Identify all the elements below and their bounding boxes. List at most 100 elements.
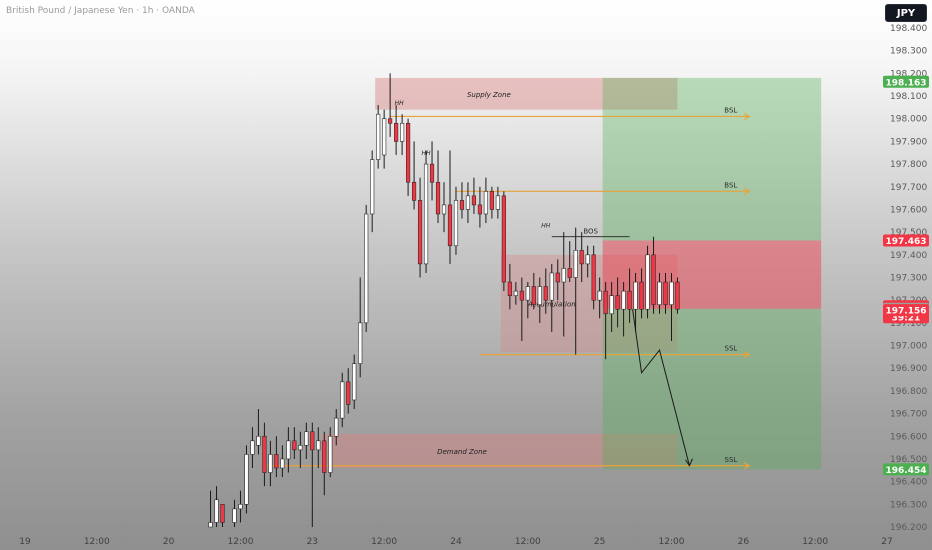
candle-body [334,417,339,437]
candle-body [507,281,512,296]
candle-body [429,163,435,183]
candle-body [675,281,680,310]
candle-body [441,204,447,215]
price-tick-label: 196.800 [890,387,927,397]
candle-body [328,435,333,473]
zone-label: Supply Zone [467,91,511,99]
arrow-icon [744,187,751,195]
candle-body [388,118,393,124]
candles-layer [208,73,680,528]
candle-body [459,200,465,210]
time-axis[interactable]: 19 12:00 20 12:00 23 12:00 24 12:00 25 12:00 26 12:… [19,537,892,547]
candle-body [495,195,500,210]
symbol-title: British Pound / Japanese Yen · 1h · OAND… [6,6,195,16]
price-tick-label: 196.500 [890,455,927,465]
candle-body [555,272,560,283]
candle-body [364,213,369,324]
position-layer [602,77,822,470]
candle-body [561,268,566,283]
price-tick-label: 197.800 [890,160,927,170]
candle-body [609,295,614,315]
candle-body [471,195,477,206]
candle-body [543,286,548,301]
arrow-icon [744,112,751,120]
candle-body [615,295,620,310]
price-tick-label: 198.400 [890,24,927,34]
candle-body [621,290,626,310]
price-tick-label: 197.100 [890,319,927,329]
candle-body [531,286,536,306]
candle-body [645,254,650,310]
annotations-layer: HH HH HH [395,100,693,467]
target-zone [602,77,822,241]
candle-body [358,322,363,364]
candle-body [280,458,285,469]
candle-body [274,454,279,469]
stop-zone [602,240,822,309]
candle-body [370,159,375,215]
arrow-icon [744,351,751,359]
candle-body [286,440,291,460]
currency-button[interactable]: JPY [885,4,927,22]
candle-body [657,281,662,306]
time-tick-label: 12:00 [84,537,110,547]
candle-body [537,286,542,306]
candle-body [669,281,674,306]
candle-body [304,431,309,446]
time-tick-label: 23 [307,537,318,547]
price-tick-label: 196.200 [890,523,927,533]
price-tick-label: 196.600 [890,432,927,442]
price-badges-layer: 198.163197.463197.17339:21197.162197.156… [883,75,929,476]
liquidity-label: BSL [724,106,737,114]
price-axis[interactable]: 198.400 198.300 198.200 198.100 198.000 197.9… [890,24,927,533]
candle-body [268,454,273,473]
price-badge [883,75,929,88]
candle-body [639,281,644,310]
candle-body [250,440,255,455]
candle-body [346,381,351,405]
time-tick-label: 12:00 [802,537,828,547]
price-tick-label: 197.300 [890,274,927,284]
time-tick-label: 12:00 [659,537,685,547]
candle-body [376,113,381,160]
candle-body [465,195,471,210]
price-tick-label: 198.100 [890,92,927,102]
time-tick-label: 12:00 [371,537,397,547]
time-tick-label: 12:00 [515,537,541,547]
candle-body [310,431,315,451]
time-tick-label: 24 [450,537,462,547]
time-tick-label: 27 [881,537,892,547]
candle-body [489,191,494,210]
liquidity-label: BSL [724,181,737,189]
candle-body [525,286,530,301]
candle-body [513,290,518,296]
candle-body [663,281,668,306]
time-tick-label: 19 [19,537,31,547]
hh-label: HH [422,150,432,157]
candle-body [417,200,423,265]
hh-label: HH [395,100,405,107]
candle-body [501,195,506,283]
price-tick-label: 196.400 [890,478,927,488]
arrow-down-icon [685,458,693,467]
candle-body [435,181,441,215]
price-tick-label: 197.700 [890,183,927,193]
candle-body [400,122,405,142]
candle-body [298,445,303,451]
price-badge [883,234,929,247]
zone-label: Demand Zone [437,448,487,456]
price-badge-text: 197.156 [886,307,927,317]
candle-body [405,122,411,183]
liquidity-label: SSL [725,345,738,353]
bos-label: BOS [583,228,598,236]
price-badge-text: 196.454 [886,466,927,476]
price-tick-label: 196.300 [890,500,927,510]
zone-rect [375,77,678,110]
candle-body [244,454,249,505]
price-tick-label: 196.900 [890,364,927,374]
time-tick-label: 25 [594,537,605,547]
price-tick-label: 197.400 [890,251,927,261]
price-tick-label: 197.900 [890,137,927,147]
liquidity-label: SSL [725,456,738,464]
